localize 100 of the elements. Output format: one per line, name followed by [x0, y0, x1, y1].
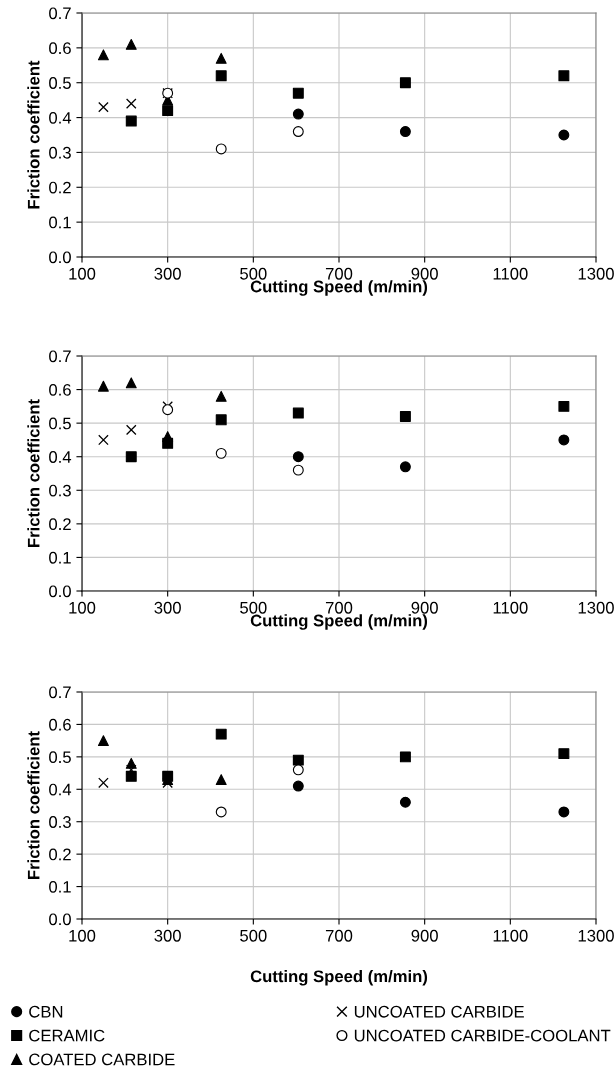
point [215, 806, 227, 818]
point [399, 751, 411, 763]
x-tick-label: 900 [411, 601, 438, 614]
y-tick-label: 0.6 [49, 42, 71, 55]
legend-label: CERAMIC [29, 1029, 105, 1042]
x-tick-label: 700 [325, 929, 353, 942]
point [292, 780, 304, 792]
point [215, 390, 227, 402]
point [558, 400, 570, 412]
point [558, 748, 570, 760]
point [399, 410, 411, 422]
x-tick-label: 900 [411, 929, 438, 942]
y-tick-label: 0.4 [49, 783, 72, 796]
x-tick-label: 500 [240, 267, 267, 280]
x-tick-label: 700 [325, 601, 353, 614]
point [125, 377, 137, 389]
x-tick-label: 1300 [578, 929, 614, 942]
y-tick-label: 0.3 [49, 484, 71, 497]
point [215, 414, 227, 426]
point [292, 451, 304, 463]
y-tick-label: 0.0 [49, 913, 71, 926]
point [292, 754, 304, 766]
point [215, 70, 227, 82]
y-tick-label: 0.5 [49, 77, 71, 89]
point [98, 434, 109, 446]
y-tick-label: 0.7 [49, 350, 71, 363]
legend-label: UNCOATED CARBIDE-COOLANT [354, 1029, 611, 1042]
point [558, 70, 570, 82]
point [399, 796, 411, 808]
x-tick-label: 900 [411, 267, 438, 280]
y-axis-title: Friction coefficient [27, 60, 40, 209]
x-tick-label: 1100 [493, 929, 528, 942]
point [292, 87, 304, 99]
y-tick-label: 0.0 [49, 585, 71, 598]
point [292, 764, 304, 776]
x-tick-label: 700 [325, 267, 353, 280]
y-tick-label: 0.7 [49, 686, 71, 699]
point [215, 447, 227, 459]
x-tick-label: 100 [69, 267, 96, 280]
point [125, 115, 137, 127]
x-tick-label: 300 [154, 929, 181, 942]
y-tick-label: 0.7 [49, 7, 71, 20]
point [215, 774, 227, 786]
point [215, 728, 227, 740]
point [97, 49, 109, 61]
y-tick-label: 0.1 [49, 880, 71, 893]
point [558, 129, 570, 141]
y-tick-label: 0.0 [49, 251, 71, 264]
legend-label: COATED CARBIDE [29, 1053, 175, 1066]
y-tick-label: 0.3 [49, 146, 71, 159]
point [97, 735, 109, 747]
x-tick-label: 1100 [493, 601, 528, 614]
x-tick-label: 1300 [578, 601, 614, 614]
x-axis-title: Cutting Speed (m/min) [250, 969, 428, 986]
point [162, 431, 174, 443]
y-tick-label: 0.5 [49, 417, 71, 430]
point [215, 52, 227, 64]
x-axis-title: Cutting Speed (m/min) [250, 280, 428, 296]
y-tick-label: 0.4 [49, 451, 72, 463]
y-tick-label: 0.3 [49, 816, 71, 828]
x-tick-label: 1100 [493, 267, 528, 280]
x-tick-label: 1300 [578, 267, 614, 280]
point [97, 380, 109, 392]
point [292, 464, 304, 476]
point [399, 126, 411, 137]
point [98, 101, 109, 113]
y-tick-label: 0.1 [49, 551, 71, 564]
y-axis-title: Friction coefficient [27, 731, 40, 879]
legend-label: UNCOATED CARBIDE [354, 1005, 524, 1018]
point [558, 806, 570, 818]
x-tick-label: 500 [240, 601, 267, 614]
point [125, 451, 137, 463]
y-tick-label: 0.5 [49, 751, 71, 764]
x-axis-title: Cutting Speed (m/min) [250, 614, 428, 630]
point [292, 126, 304, 137]
point [292, 108, 304, 120]
x-tick-label: 100 [69, 601, 96, 614]
point [125, 424, 137, 436]
x-tick-label: 100 [69, 929, 96, 942]
point [125, 38, 137, 50]
y-tick-label: 0.2 [49, 848, 71, 861]
point [558, 434, 570, 446]
y-tick-label: 0.2 [49, 518, 71, 531]
point [98, 777, 109, 789]
point [215, 143, 227, 155]
y-tick-label: 0.2 [49, 181, 71, 194]
y-axis-title: Friction coefficient [27, 399, 40, 547]
x-tick-label: 500 [240, 929, 267, 942]
point [162, 105, 174, 117]
y-tick-label: 0.1 [49, 216, 71, 229]
y-tick-label: 0.6 [49, 383, 71, 396]
point [125, 98, 137, 109]
point [399, 77, 411, 89]
y-tick-label: 0.4 [49, 111, 72, 124]
point [162, 404, 174, 416]
legend-label: CBN [29, 1005, 63, 1018]
x-tick-label: 300 [154, 267, 181, 280]
point [399, 461, 411, 473]
x-tick-label: 300 [154, 601, 181, 614]
point [292, 407, 304, 419]
